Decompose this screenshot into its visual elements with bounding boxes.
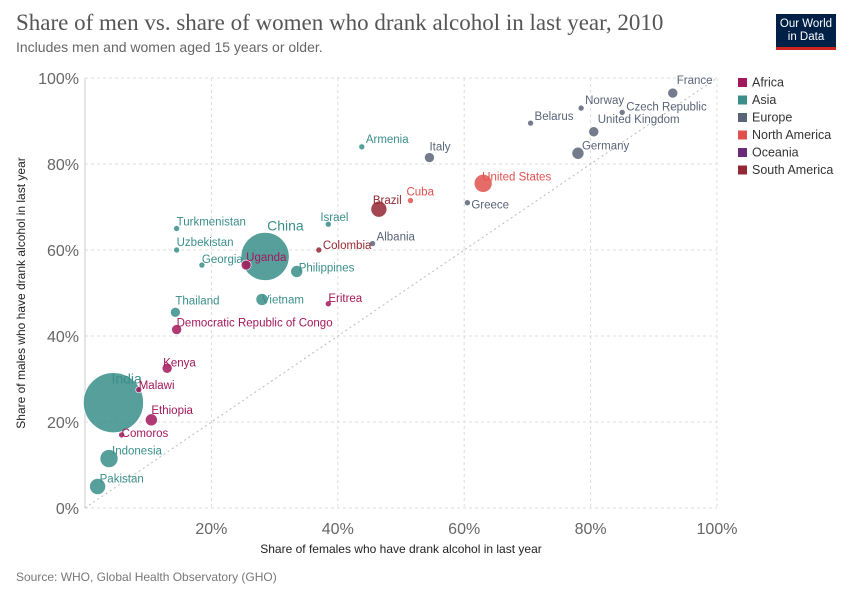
country-label: France (677, 75, 713, 87)
country-label: Brazil (373, 195, 402, 207)
country-label: Eritrea (328, 293, 362, 305)
country-label: Indonesia (112, 446, 162, 458)
data-point[interactable] (424, 152, 435, 163)
legend-swatch[interactable] (738, 148, 747, 157)
data-point[interactable] (170, 307, 181, 318)
country-label: Vietnam (262, 294, 304, 306)
data-point[interactable] (358, 143, 366, 151)
data-point[interactable] (171, 324, 182, 335)
y-axis-title: Share of males who have drank alcohol in… (14, 157, 28, 428)
country-label: Turkmenistan (177, 217, 246, 229)
data-point[interactable] (240, 232, 290, 281)
country-label: Colombia (323, 240, 372, 252)
country-label: Philippines (299, 263, 355, 275)
data-point[interactable] (577, 104, 585, 112)
country-label: India (111, 371, 142, 387)
legend-item-label[interactable]: Africa (752, 76, 784, 90)
country-label: Comoros (122, 428, 169, 440)
logo-line-2: in Data (787, 31, 825, 43)
country-label: Italy (429, 142, 450, 154)
country-label: Ethiopia (151, 405, 193, 417)
data-point[interactable] (618, 109, 626, 116)
logo-line-1: Our World (779, 18, 833, 30)
data-point[interactable] (83, 372, 144, 433)
legend-item-label[interactable]: South America (752, 163, 833, 177)
country-label: Democratic Republic of Congo (177, 318, 333, 330)
data-point[interactable] (118, 431, 125, 439)
country-label: Czech Republic (626, 101, 707, 113)
data-point[interactable] (370, 200, 388, 218)
legend-item-label[interactable]: Europe (752, 111, 792, 125)
y-tick-label: 40% (47, 329, 79, 346)
country-label: United Kingdom (598, 114, 680, 126)
data-point[interactable] (240, 259, 252, 271)
data-point[interactable] (588, 126, 600, 138)
country-label: Armenia (366, 134, 409, 146)
country-label: Germany (582, 140, 630, 152)
legend-item-label[interactable]: Asia (752, 93, 776, 107)
chart-title: Share of men vs. share of women who dran… (16, 10, 664, 35)
data-point[interactable] (173, 225, 180, 232)
data-point[interactable] (325, 300, 332, 308)
data-point[interactable] (473, 174, 493, 193)
country-label: Cuba (406, 187, 434, 199)
data-point[interactable] (325, 220, 332, 228)
data-point[interactable] (464, 199, 471, 206)
x-tick-label: 60% (448, 521, 480, 538)
chart-subtitle: Includes men and women aged 15 years or … (16, 39, 323, 55)
data-point[interactable] (255, 293, 269, 306)
country-label: Thailand (175, 295, 219, 307)
legend-swatch[interactable] (738, 95, 747, 105)
x-tick-label: 40% (322, 521, 354, 538)
y-tick-label: 80% (47, 157, 79, 174)
country-label: Uzbekistan (177, 237, 234, 249)
country-label: Pakistan (100, 474, 144, 486)
country-label: United States (482, 171, 551, 183)
country-label: Uganda (246, 252, 287, 264)
legend-swatch[interactable] (738, 130, 747, 140)
legend-item-label[interactable]: Oceania (752, 146, 799, 160)
data-point[interactable] (527, 119, 534, 127)
country-label: Malawi (139, 380, 175, 392)
data-point[interactable] (407, 197, 414, 204)
source-note: Source: WHO, Global Health Observatory (… (16, 570, 277, 584)
owid-logo[interactable]: Our World in Data (776, 14, 836, 50)
x-axis-title: Share of females who have drank alcohol … (260, 542, 542, 556)
country-label: China (267, 217, 304, 233)
country-label: Norway (585, 95, 624, 107)
y-tick-label: 60% (47, 243, 79, 260)
data-point[interactable] (173, 246, 180, 254)
data-point[interactable] (89, 478, 106, 495)
data-point[interactable] (198, 261, 206, 269)
data-point[interactable] (667, 87, 679, 99)
data-point[interactable] (161, 362, 173, 374)
country-label: Israel (320, 212, 348, 224)
country-label: Georgia (202, 254, 244, 266)
data-point[interactable] (145, 413, 158, 427)
country-label: Belarus (535, 111, 574, 123)
y-tick-label: 100% (38, 71, 79, 88)
x-tick-label: 100% (697, 521, 738, 538)
data-point[interactable] (369, 240, 376, 247)
legend-swatch[interactable] (738, 165, 747, 175)
x-tick-label: 80% (575, 521, 607, 538)
data-point[interactable] (135, 386, 143, 394)
country-label: Greece (471, 200, 509, 212)
data-point[interactable] (290, 265, 304, 278)
legend-item-label[interactable]: North America (752, 128, 831, 142)
data-point[interactable] (571, 146, 585, 160)
country-label: Kenya (163, 357, 196, 369)
country-label: Albania (377, 232, 416, 244)
data-point[interactable] (99, 449, 119, 468)
x-tick-label: 20% (195, 521, 227, 538)
data-point[interactable] (315, 246, 323, 254)
y-tick-label: 0% (56, 501, 79, 518)
legend-swatch[interactable] (738, 78, 747, 87)
y-tick-label: 20% (47, 415, 79, 432)
legend-swatch[interactable] (738, 113, 747, 122)
